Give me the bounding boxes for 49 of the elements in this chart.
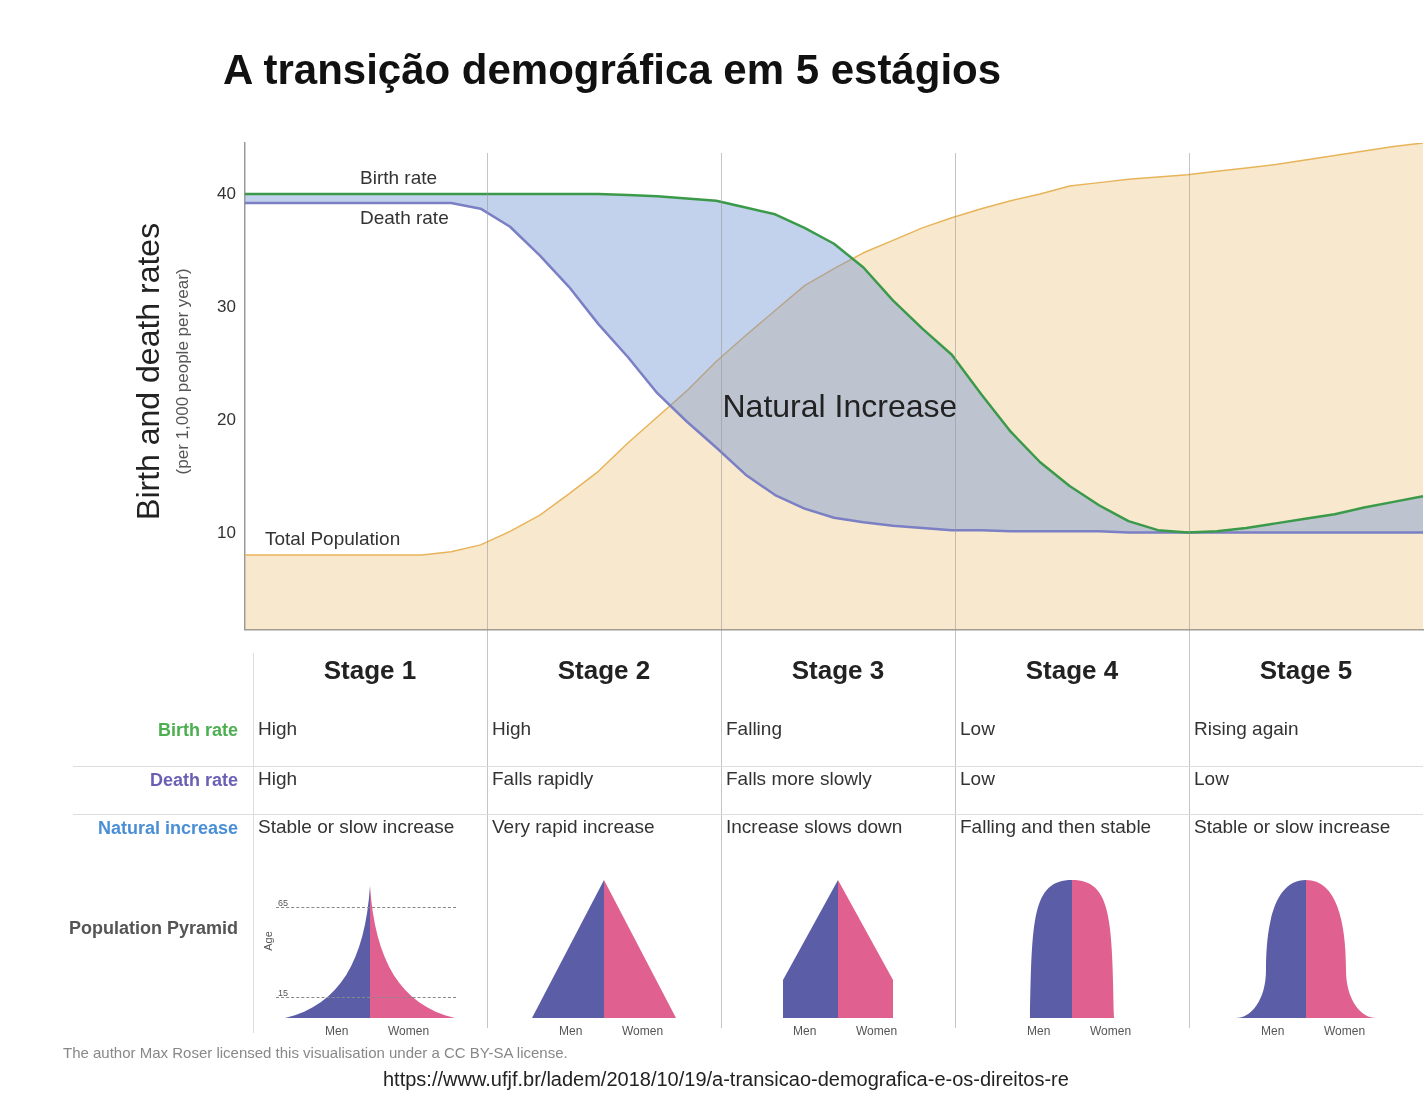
category-label: Population Pyramid xyxy=(68,918,238,938)
y-tick-label: 20 xyxy=(217,410,236,430)
y-tick-label: 30 xyxy=(217,296,236,316)
text: Women xyxy=(622,1024,664,1038)
text: Age xyxy=(261,931,274,951)
y-tick-label: 40 xyxy=(217,183,236,203)
text: Very rapid increase xyxy=(492,816,655,837)
text: Men xyxy=(325,1024,349,1038)
category-label: Stage 1 xyxy=(322,655,418,686)
text: Low xyxy=(1194,768,1229,789)
text: Low xyxy=(960,768,995,789)
text: The author Max Roser licensed this visualisation under a CC BY-SA license. xyxy=(63,1044,568,1061)
category-label: Stage 4 xyxy=(1024,655,1120,686)
text: Low xyxy=(960,718,995,739)
text: Men xyxy=(559,1024,583,1038)
text: Falls rapidly xyxy=(492,768,594,789)
category-label: Stage 2 xyxy=(556,655,652,686)
text: Women xyxy=(1090,1024,1132,1038)
text: Falling and then stable xyxy=(960,816,1152,837)
text: High xyxy=(492,718,532,739)
annotation: Natural Increase xyxy=(722,388,958,425)
text: Women xyxy=(1324,1024,1366,1038)
category-label: Birth rate xyxy=(157,720,238,740)
y-axis-title: Birth and death rates (per 1,000 people per year) xyxy=(129,222,192,520)
text: 65 xyxy=(278,898,289,908)
text: Falling xyxy=(726,718,782,739)
chart-title: A transição demográfica em 5 estágios xyxy=(223,46,1002,94)
series-label: Death rate xyxy=(360,206,449,228)
category-label: Death rate xyxy=(149,770,238,790)
text: Rising again xyxy=(1194,718,1299,739)
text: 15 xyxy=(278,988,289,998)
category-label: Stage 5 xyxy=(1258,655,1354,686)
text: Women xyxy=(388,1024,430,1038)
text: Men xyxy=(1027,1024,1051,1038)
text: Men xyxy=(1261,1024,1285,1038)
category-label: Natural increase xyxy=(97,818,238,838)
category-label: Stage 3 xyxy=(790,655,886,686)
text: Women xyxy=(856,1024,898,1038)
text: Men xyxy=(793,1024,817,1038)
text: High xyxy=(258,768,298,789)
text: High xyxy=(258,718,298,739)
text: Increase slows down xyxy=(726,816,903,837)
text: Falls more slowly xyxy=(726,768,872,789)
y-tick-label: 10 xyxy=(217,523,236,543)
text: Stable or slow increase xyxy=(1194,816,1391,837)
text: Stable or slow increase xyxy=(258,816,455,837)
series-label: Birth rate xyxy=(360,166,438,188)
series-label: Total Population xyxy=(265,527,401,549)
text: https://www.ufjf.br/ladem/2018/10/19/a-transicao-demografica-e-os-direitos-re xyxy=(383,1068,1069,1091)
